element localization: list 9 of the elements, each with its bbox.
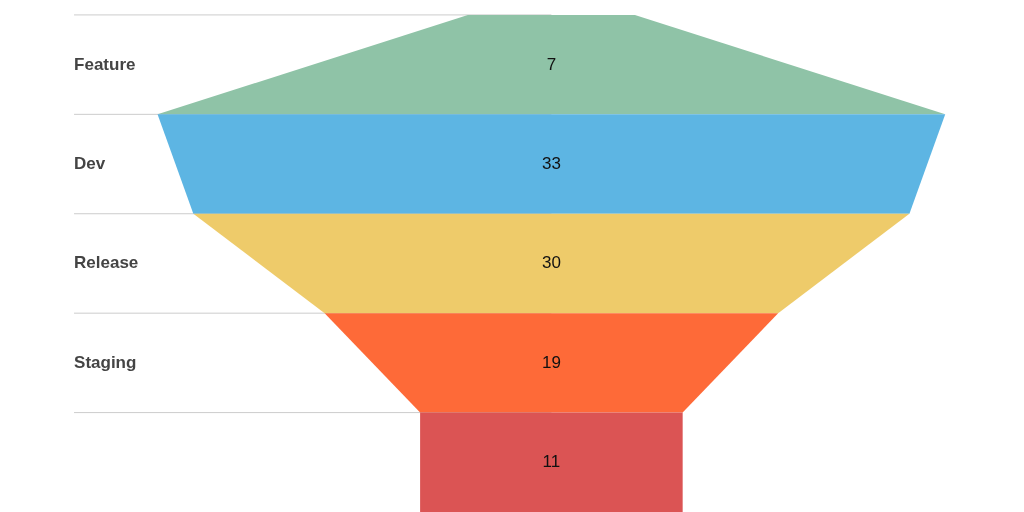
- data-label: 7: [546, 54, 557, 74]
- category-label: Feature: [74, 54, 136, 74]
- data-label: 19: [541, 352, 561, 372]
- data-label: 33: [541, 154, 561, 174]
- data-label: 30: [541, 253, 561, 273]
- category-label: Release: [74, 253, 139, 273]
- category-label: Staging: [74, 352, 137, 372]
- data-label: 11: [542, 452, 561, 472]
- category-label: Dev: [74, 154, 106, 174]
